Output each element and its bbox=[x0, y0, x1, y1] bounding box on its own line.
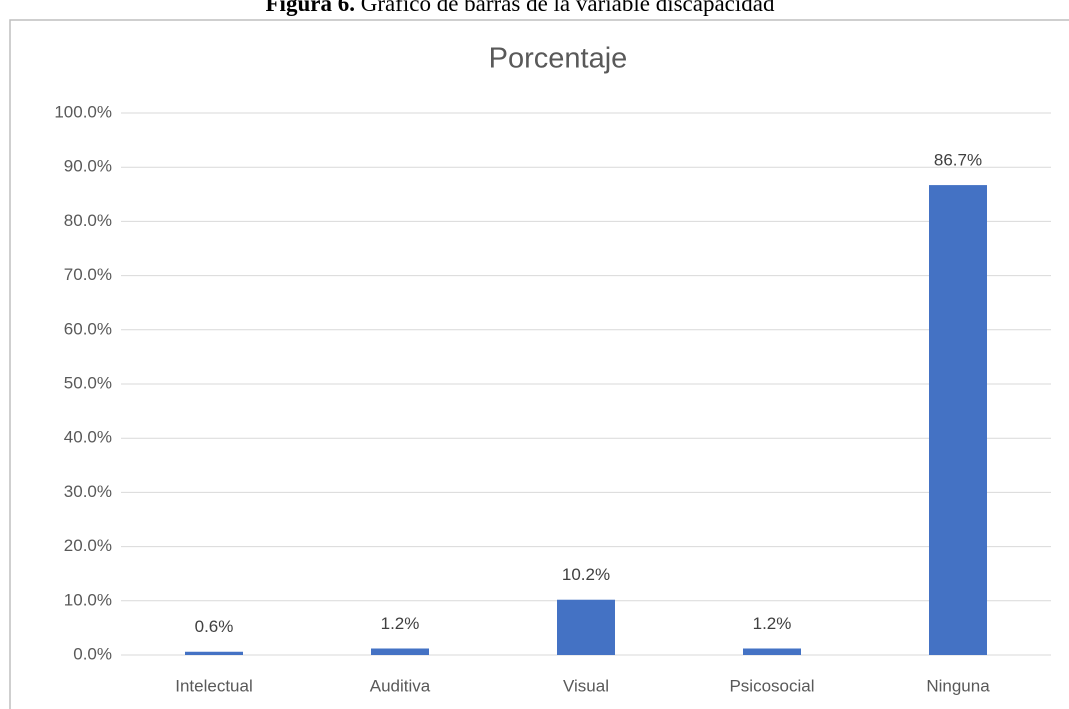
y-tick-label: 90.0% bbox=[64, 157, 112, 176]
x-tick-label: Psicosocial bbox=[729, 676, 814, 695]
y-tick-label: 80.0% bbox=[64, 211, 112, 230]
y-tick-label: 30.0% bbox=[64, 482, 112, 501]
data-label: 86.7% bbox=[934, 151, 982, 170]
x-tick-label: Intelectual bbox=[175, 676, 253, 695]
y-tick-label: 50.0% bbox=[64, 373, 112, 392]
y-tick-label: 100.0% bbox=[54, 102, 112, 121]
x-tick-label: Auditiva bbox=[370, 676, 431, 695]
data-label: 1.2% bbox=[381, 614, 420, 633]
x-tick-label: Visual bbox=[563, 676, 609, 695]
data-label: 10.2% bbox=[562, 565, 610, 584]
y-tick-label: 60.0% bbox=[64, 319, 112, 338]
chart-frame bbox=[9, 19, 1069, 709]
bar bbox=[371, 648, 429, 655]
y-tick-label: 70.0% bbox=[64, 265, 112, 284]
caption-text: Gráfico de barras de la variable discapa… bbox=[361, 0, 775, 16]
y-tick-label: 40.0% bbox=[64, 428, 112, 447]
y-tick-label: 20.0% bbox=[64, 536, 112, 555]
bar bbox=[929, 185, 987, 655]
bar bbox=[185, 651, 243, 655]
caption-label: Figura 6. bbox=[266, 0, 355, 16]
bar bbox=[557, 599, 615, 655]
y-tick-label: 0.0% bbox=[73, 644, 112, 663]
x-tick-label: Ninguna bbox=[926, 676, 990, 695]
bar bbox=[743, 648, 801, 655]
data-label: 0.6% bbox=[195, 617, 234, 636]
y-tick-label: 10.0% bbox=[64, 590, 112, 609]
chart-title: Porcentaje bbox=[489, 43, 628, 75]
caption: Figura 6. Gráfico de barras de la variab… bbox=[266, 0, 775, 16]
data-label: 1.2% bbox=[753, 614, 792, 633]
